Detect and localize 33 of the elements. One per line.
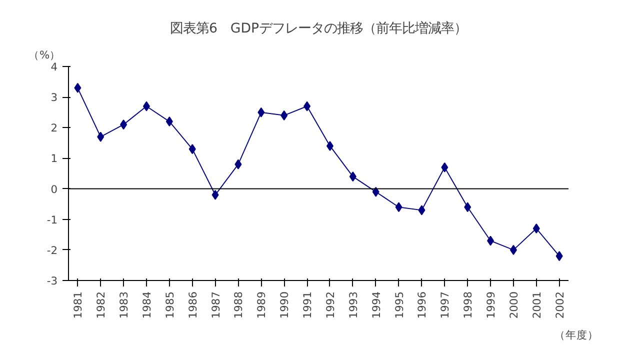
x-tick-label: 1982 [94,291,108,319]
y-tick-label: 2 [50,122,58,135]
x-tick-label: 1990 [278,291,292,319]
x-tick-label: 1986 [186,291,200,319]
x-tick-label: 1989 [255,291,268,319]
x-tick-label: 1984 [140,291,154,319]
x-tick-label: 2001 [530,291,544,319]
x-tick-label: 1997 [438,291,452,319]
x-tick-label: 2002 [553,291,566,319]
x-axis-title: （年度） [554,328,598,342]
x-tick-label: 1983 [118,291,131,319]
y-tick-label: 4 [50,60,58,74]
y-tick-label: -2 [46,244,58,257]
x-tick-label: 1991 [301,291,314,319]
y-tick-label: 3 [50,91,58,104]
x-tick-label: 1995 [392,291,406,319]
x-tick-label: 1988 [232,291,246,319]
x-tick-label: 1985 [163,291,176,319]
y-tick-label: 1 [50,152,58,166]
x-tick-label: 1987 [209,291,222,319]
x-tick-label: 1999 [484,291,498,319]
y-tick-label: -1 [46,213,58,226]
chart-title: 図表第6 GDPデフレータの推移（前年比増減率） [170,20,468,36]
x-tick-label: 1992 [324,291,337,319]
y-axis-title: （%） [28,48,61,62]
y-tick-label: 0 [50,182,58,196]
x-tick-label: 1981 [72,291,85,319]
x-tick-label: 2000 [507,291,520,319]
y-tick-label: -3 [46,274,58,288]
x-tick-label: 1998 [462,291,475,319]
x-tick-label: 1993 [346,291,360,319]
x-tick-label: 1994 [370,291,383,319]
x-tick-label: 1996 [416,291,429,319]
